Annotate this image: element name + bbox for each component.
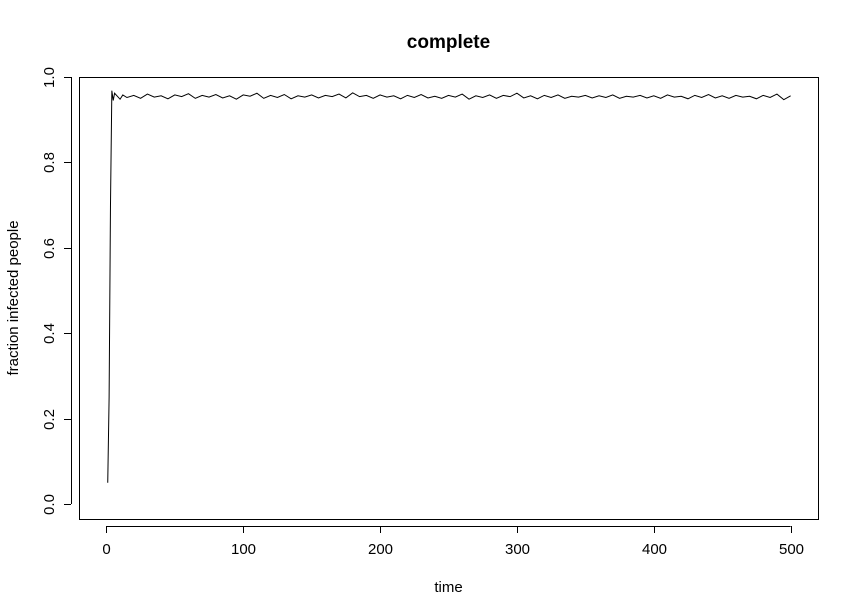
y-axis-label: fraction infected people (5, 220, 22, 375)
x-tick-label: 500 (779, 541, 804, 558)
y-tick-label: 1.0 (41, 67, 58, 88)
x-tick-label: 200 (368, 541, 393, 558)
series-layer (107, 90, 791, 483)
y-tick-label: 0.8 (41, 152, 58, 173)
y-tick-label: 0.0 (41, 494, 58, 515)
y-axis: 0.0 0.2 0.4 0.6 0.8 1.0 (41, 67, 72, 515)
x-axis: 0 100 200 300 400 500 (102, 526, 804, 558)
x-tick-label: 100 (231, 541, 256, 558)
x-axis-label: time (434, 579, 462, 596)
plot-frame (79, 77, 819, 520)
chart-title: complete (407, 32, 490, 53)
x-tick-label: 400 (642, 541, 667, 558)
x-tick-label: 300 (505, 541, 530, 558)
series-line (107, 90, 791, 483)
y-tick-label: 0.4 (41, 323, 58, 344)
y-tick-label: 0.6 (41, 238, 58, 259)
x-tick-label: 0 (102, 541, 110, 558)
y-tick-label: 0.2 (41, 409, 58, 430)
